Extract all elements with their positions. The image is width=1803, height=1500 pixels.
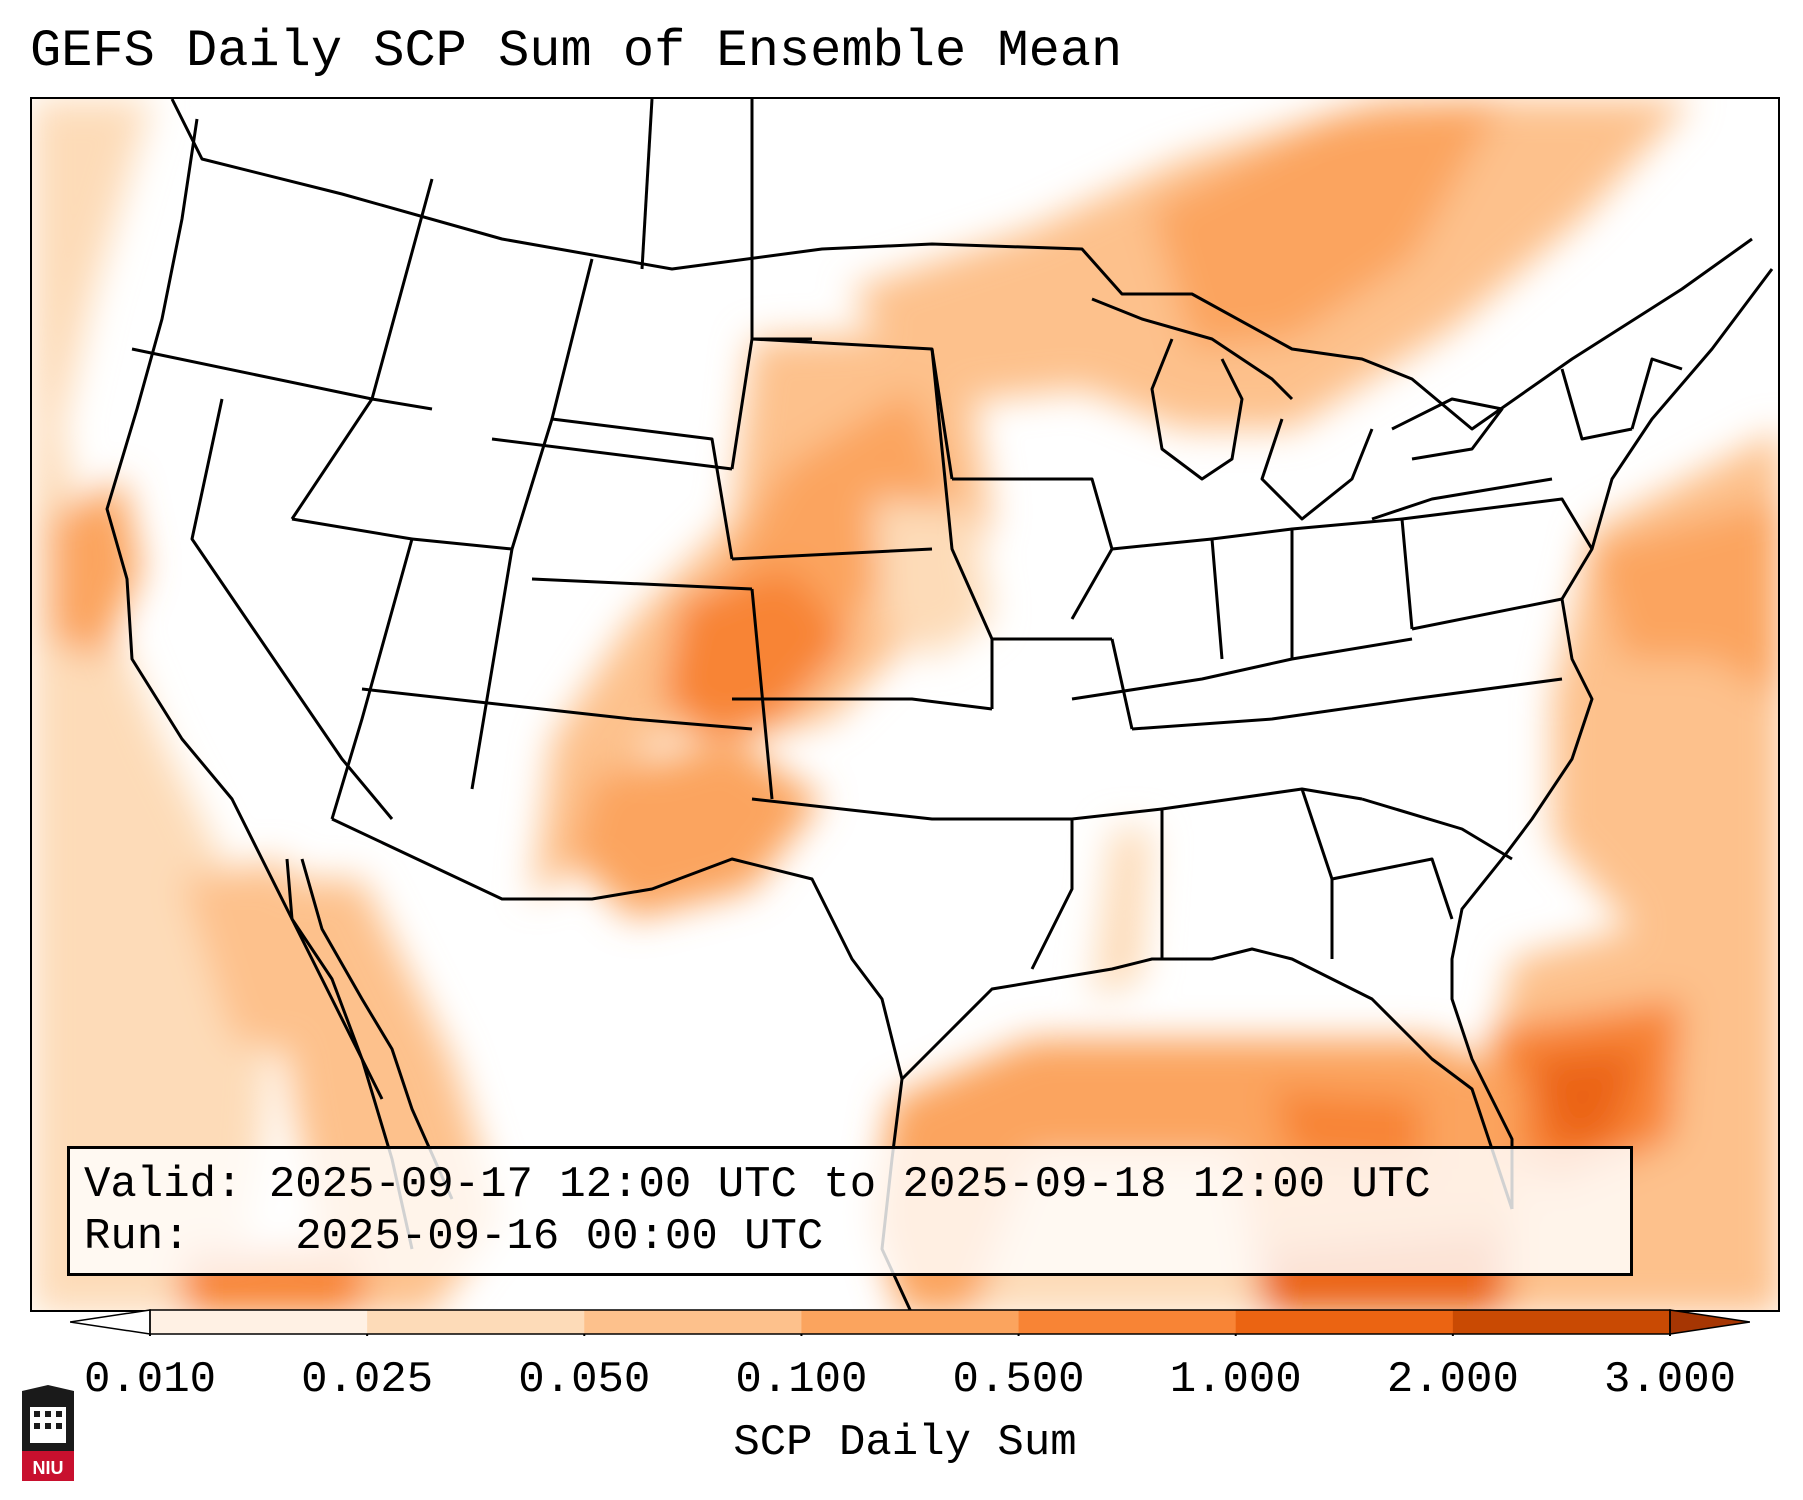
run-info-box: Valid: 2025-09-17 12:00 UTC to 2025-09-1…	[67, 1146, 1633, 1276]
colorbar-tick-label: 0.500	[952, 1355, 1085, 1405]
valid-label: Valid:	[84, 1160, 243, 1210]
colorbar-tick-label: 1.000	[1169, 1355, 1302, 1405]
colorbar-segment	[801, 1310, 1020, 1334]
colorbar-segment	[367, 1310, 585, 1334]
valid-line: Valid: 2025-09-17 12:00 UTC to 2025-09-1…	[84, 1159, 1431, 1211]
run-value: 2025-09-16 00:00 UTC	[295, 1212, 824, 1262]
run-label: Run:	[84, 1212, 190, 1262]
scp-shading	[32, 99, 1778, 1310]
colorbar-tick-label: 0.010	[83, 1355, 217, 1405]
colorbar-under-arrow	[70, 1309, 151, 1335]
colorbar-tick-label: 0.025	[301, 1355, 434, 1405]
colorbar	[70, 1309, 1750, 1336]
map-panel	[30, 97, 1780, 1312]
boundary-lines	[105, 99, 1774, 1310]
colorbar-segment	[1018, 1310, 1237, 1334]
colorbar-segment	[584, 1310, 802, 1334]
colorbar-tick-label: 0.050	[518, 1355, 651, 1405]
colorbar-segments	[150, 1310, 1671, 1334]
colorbar-segment	[150, 1310, 368, 1334]
niu-logo-text: NIU	[33, 1458, 64, 1478]
colorbar-ticks	[149, 1334, 1671, 1336]
colorbar-tick-label: 3.000	[1603, 1355, 1737, 1405]
colorbar-tick-label: 2.000	[1386, 1355, 1519, 1405]
colorbar-segment	[1235, 1310, 1454, 1334]
colorbar-label: SCP Daily Sum	[733, 1418, 1077, 1468]
map-title: GEFS Daily SCP Sum of Ensemble Mean	[30, 22, 1123, 81]
valid-value: 2025-09-17 12:00 UTC to 2025-09-18 12:00…	[268, 1160, 1431, 1210]
niu-logo: NIU	[22, 1385, 74, 1481]
colorbar-tick-label: 0.100	[735, 1355, 868, 1405]
colorbar-segment	[1452, 1310, 1671, 1334]
colorbar-outline	[149, 1309, 1671, 1335]
colorbar-over-arrow	[1669, 1309, 1750, 1335]
scp-map	[32, 99, 1778, 1310]
run-line: Run: 2025-09-16 00:00 UTC	[84, 1211, 823, 1263]
